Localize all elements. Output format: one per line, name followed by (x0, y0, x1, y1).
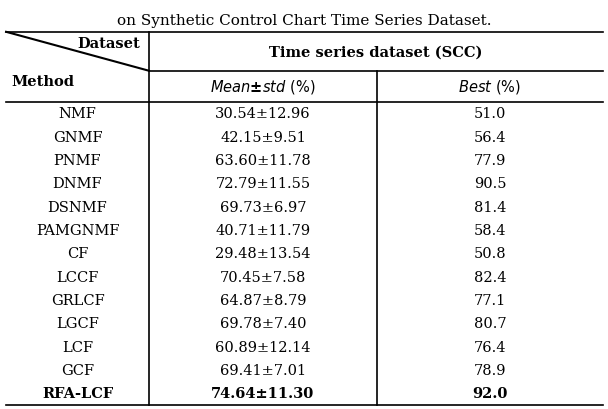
Text: 69.73±6.97: 69.73±6.97 (219, 200, 306, 214)
Text: 70.45±7.58: 70.45±7.58 (219, 270, 306, 284)
Text: on Synthetic Control Chart Time Series Dataset.: on Synthetic Control Chart Time Series D… (117, 14, 491, 28)
Text: CF: CF (67, 247, 88, 261)
Text: LCCF: LCCF (57, 270, 98, 284)
Text: 74.64±11.30: 74.64±11.30 (212, 386, 314, 400)
Text: 90.5: 90.5 (474, 177, 506, 191)
Text: 40.71±11.79: 40.71±11.79 (215, 223, 311, 237)
Text: 63.60±11.78: 63.60±11.78 (215, 153, 311, 167)
Text: $\mathit{Best\ (\%)}$: $\mathit{Best\ (\%)}$ (458, 78, 522, 96)
Text: 56.4: 56.4 (474, 130, 506, 144)
Text: 72.79±11.55: 72.79±11.55 (215, 177, 311, 191)
Text: 51.0: 51.0 (474, 107, 506, 121)
Text: PAMGNMF: PAMGNMF (36, 223, 119, 237)
Text: 77.1: 77.1 (474, 293, 506, 307)
Text: RFA-LCF: RFA-LCF (42, 386, 113, 400)
Text: 60.89±12.14: 60.89±12.14 (215, 340, 311, 354)
Text: 81.4: 81.4 (474, 200, 506, 214)
Text: Method: Method (11, 75, 74, 89)
Text: 76.4: 76.4 (474, 340, 506, 354)
Text: 30.54±12.96: 30.54±12.96 (215, 107, 311, 121)
Text: 42.15±9.51: 42.15±9.51 (220, 130, 306, 144)
Text: 92.0: 92.0 (472, 386, 508, 400)
Text: GNMF: GNMF (53, 130, 102, 144)
Text: 29.48±13.54: 29.48±13.54 (215, 247, 311, 261)
Text: LCF: LCF (62, 340, 93, 354)
Text: 69.78±7.40: 69.78±7.40 (219, 317, 306, 330)
Text: 69.41±7.01: 69.41±7.01 (220, 363, 306, 377)
Text: 64.87±8.79: 64.87±8.79 (219, 293, 306, 307)
Text: DSNMF: DSNMF (47, 200, 108, 214)
Text: LGCF: LGCF (56, 317, 99, 330)
Text: GCF: GCF (61, 363, 94, 377)
Text: NMF: NMF (58, 107, 97, 121)
Text: Dataset: Dataset (77, 37, 140, 51)
Text: GRLCF: GRLCF (50, 293, 105, 307)
Text: 50.8: 50.8 (474, 247, 506, 261)
Text: 78.9: 78.9 (474, 363, 506, 377)
Text: DNMF: DNMF (53, 177, 102, 191)
Text: 58.4: 58.4 (474, 223, 506, 237)
Text: 80.7: 80.7 (474, 317, 506, 330)
Text: PNMF: PNMF (54, 153, 102, 167)
Text: Time series dataset (SCC): Time series dataset (SCC) (269, 45, 483, 59)
Text: 77.9: 77.9 (474, 153, 506, 167)
Text: 82.4: 82.4 (474, 270, 506, 284)
Text: $\mathit{Mean}$$\mathbf{\pm}$$\mathit{std\ (\%)}$: $\mathit{Mean}$$\mathbf{\pm}$$\mathit{st… (210, 78, 316, 96)
